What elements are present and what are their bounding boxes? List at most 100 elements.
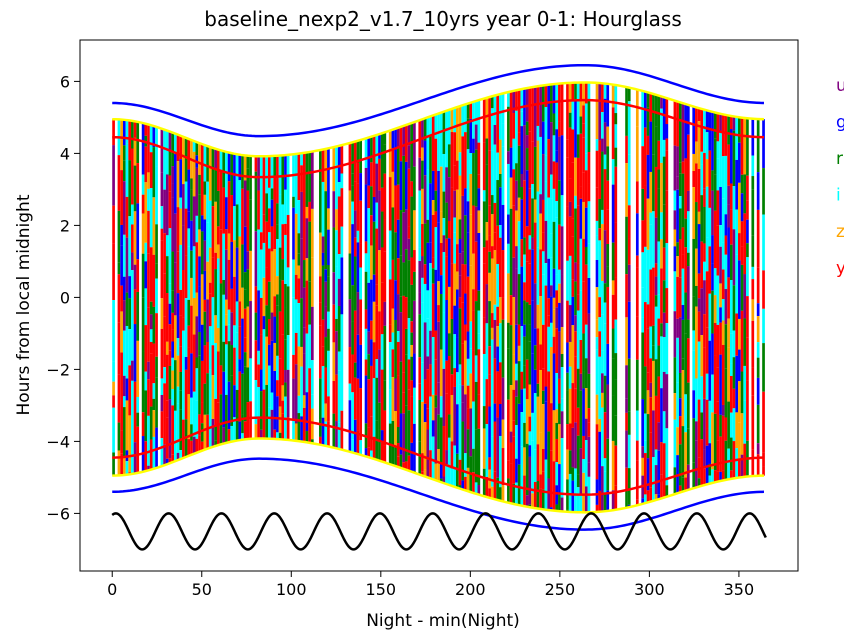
filter-stripe <box>716 401 720 441</box>
filter-stripe <box>515 458 518 483</box>
filter-stripe <box>426 429 430 478</box>
filter-stripe <box>751 155 755 177</box>
filter-stripe <box>230 288 234 313</box>
filter-stripe <box>450 263 454 319</box>
filter-stripe <box>756 454 760 476</box>
filter-stripe <box>265 384 269 439</box>
filter-stripe <box>558 424 561 465</box>
filter-stripe <box>131 380 134 425</box>
filter-stripe <box>641 90 645 147</box>
filter-stripe <box>297 303 301 347</box>
filter-stripe <box>756 267 760 304</box>
filter-stripe <box>456 189 459 245</box>
filter-stripe <box>367 248 371 283</box>
filter-stripe <box>431 257 435 269</box>
filter-stripe <box>327 328 330 351</box>
filter-stripe <box>498 225 502 238</box>
filter-stripe <box>402 262 405 296</box>
filter-stripe <box>445 111 448 168</box>
filter-stripe <box>402 372 405 393</box>
filter-stripe <box>308 201 311 222</box>
filter-stripe <box>413 250 416 272</box>
filter-stripe <box>458 106 462 153</box>
filter-stripe <box>697 311 701 342</box>
filter-stripe <box>292 297 295 355</box>
filter-stripe <box>676 189 679 243</box>
filter-stripe <box>305 431 309 443</box>
filter-stripe <box>681 477 685 492</box>
filter-stripe <box>644 413 647 441</box>
filter-stripe <box>716 141 720 159</box>
filter-stripe <box>555 328 559 374</box>
filter-stripe <box>302 327 306 354</box>
filter-stripe <box>407 301 411 319</box>
filter-stripe <box>332 191 336 228</box>
filter-stripe <box>719 186 722 226</box>
filter-stripe <box>721 344 725 405</box>
filter-stripe <box>370 416 373 451</box>
filter-stripe <box>214 252 217 270</box>
filter-stripe <box>429 183 432 243</box>
filter-stripe <box>582 371 585 389</box>
filter-stripe <box>423 223 427 265</box>
filter-stripe <box>598 240 602 298</box>
filter-stripe <box>700 412 704 440</box>
filter-stripe <box>517 345 521 362</box>
filter-stripe <box>125 143 129 197</box>
filter-stripe <box>238 180 242 222</box>
filter-stripe <box>461 195 465 252</box>
filter-stripe <box>348 253 352 300</box>
filter-stripe <box>198 414 201 436</box>
filter-stripe <box>571 296 575 326</box>
filter-stripe <box>407 359 411 390</box>
filter-stripe <box>375 305 379 360</box>
filter-stripe <box>474 206 478 242</box>
filter-stripe <box>644 246 647 303</box>
filter-stripe <box>601 209 604 225</box>
filter-stripe <box>431 115 435 171</box>
filter-stripe <box>165 417 169 459</box>
filter-stripe <box>550 403 553 451</box>
filter-stripe <box>364 309 368 329</box>
filter-stripe <box>356 183 360 231</box>
filter-stripe <box>678 208 682 240</box>
filter-stripe <box>273 342 277 371</box>
filter-stripe <box>262 156 266 215</box>
filter-stripe <box>276 276 279 295</box>
filter-stripe <box>606 384 610 439</box>
filter-stripe <box>579 198 583 239</box>
filter-stripe <box>337 351 341 371</box>
filter-stripe <box>429 136 432 184</box>
filter-stripe <box>533 146 537 200</box>
filter-stripe <box>141 351 145 413</box>
filter-stripe <box>512 354 516 390</box>
filter-stripe <box>550 233 553 258</box>
filter-stripe <box>574 315 577 332</box>
filter-stripe <box>429 450 432 478</box>
filter-stripe <box>227 259 231 310</box>
filter-stripe <box>359 200 363 244</box>
filter-stripe <box>558 378 561 404</box>
filter-stripe <box>644 494 647 504</box>
filter-stripe <box>423 118 427 141</box>
filter-stripe <box>198 256 201 287</box>
filter-stripe <box>208 369 212 427</box>
filter-stripe <box>259 297 263 335</box>
filter-stripe <box>165 293 169 342</box>
filter-stripe <box>200 441 204 452</box>
filter-stripe <box>437 382 440 415</box>
filter-stripe <box>762 119 765 169</box>
filter-stripe <box>141 194 145 214</box>
filter-stripe <box>216 244 220 259</box>
filter-stripe <box>294 332 298 365</box>
filter-stripe <box>625 86 628 136</box>
filter-stripe <box>144 288 148 326</box>
filter-stripe <box>310 257 314 307</box>
filter-stripe <box>206 181 209 223</box>
filter-stripe <box>539 213 542 250</box>
filter-stripe <box>335 331 338 375</box>
filter-stripe <box>246 306 250 368</box>
filter-stripe <box>149 152 153 189</box>
filter-stripe <box>399 161 403 211</box>
filter-stripe <box>587 278 591 314</box>
